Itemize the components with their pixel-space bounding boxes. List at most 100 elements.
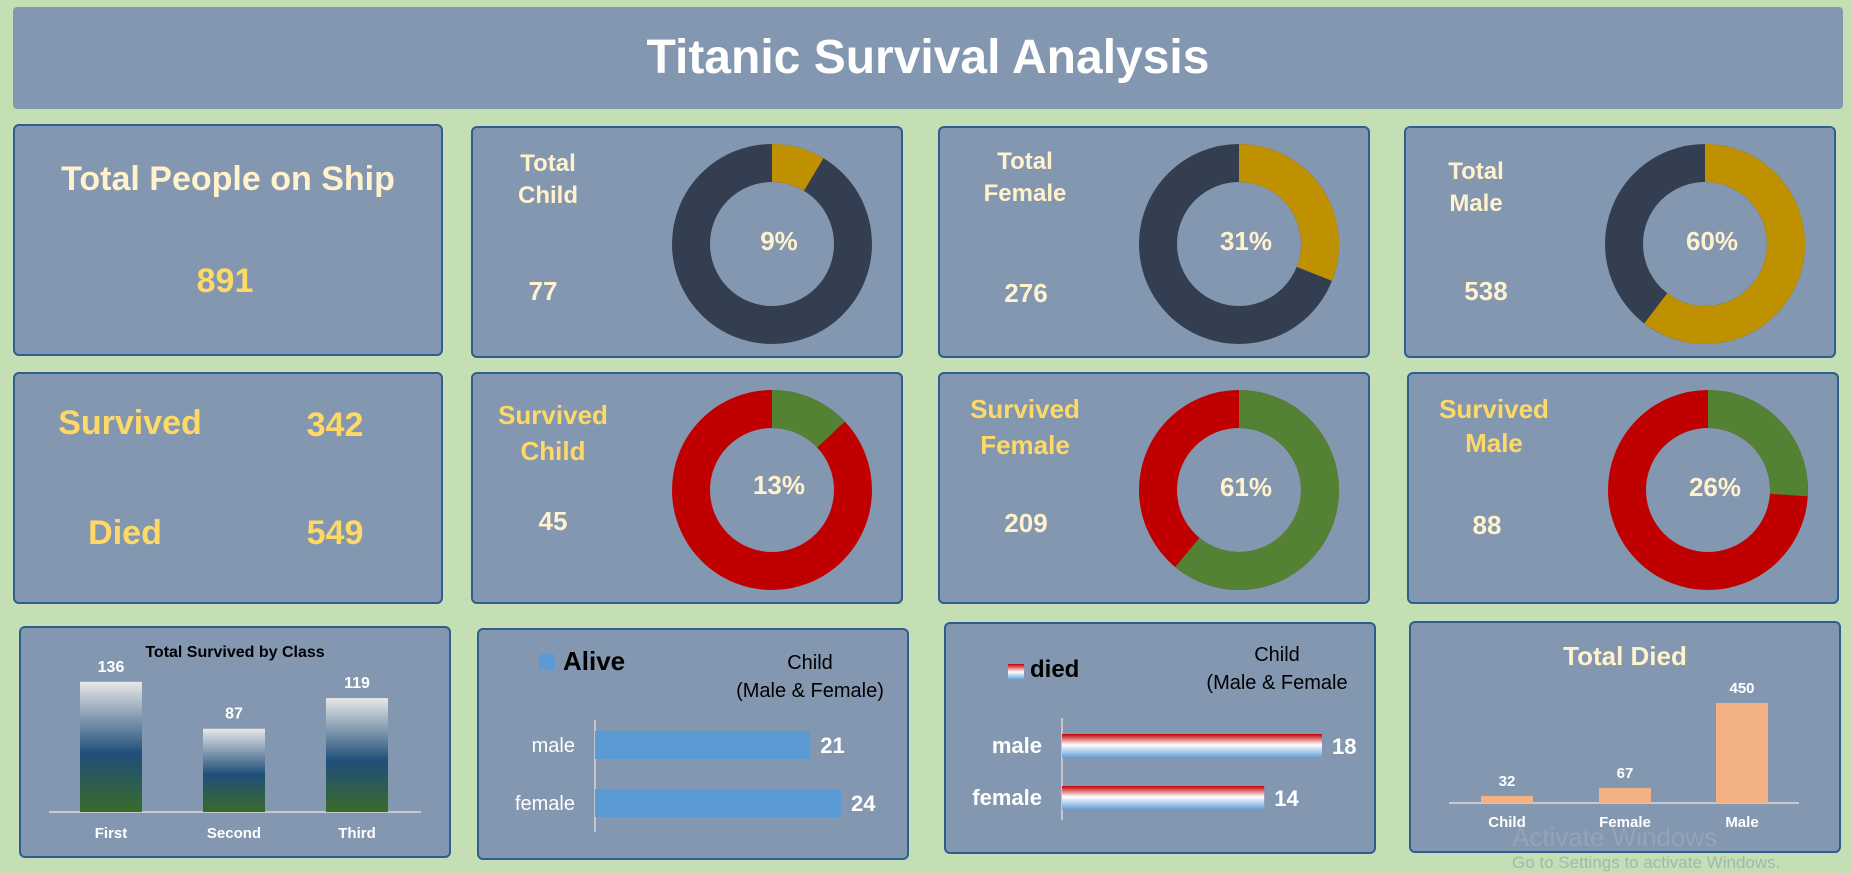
bar-value-label: 32 — [1499, 773, 1516, 790]
bar-value-label: 14 — [1274, 786, 1299, 811]
bar-child — [1481, 795, 1533, 803]
card-label-line2: Female — [980, 430, 1070, 460]
died-value: 549 — [306, 514, 364, 552]
survival-summary-card: Survived 342 Died 549 — [13, 372, 443, 604]
legend-label-alive: Alive — [563, 646, 626, 676]
watermark-line2: Go to Settings to activate Windows. — [1512, 853, 1781, 872]
donut-percent: 26% — [1688, 472, 1742, 502]
donut-card-total-male: Total Male 538 60% — [1404, 126, 1836, 358]
donut-slice-value — [1707, 390, 1808, 497]
card-label-line1: Total — [1448, 158, 1504, 185]
chart-title-line2: (Male & Female) — [736, 680, 884, 702]
chart-title-line2: (Male & Female — [1206, 672, 1348, 694]
donut-slice-value — [771, 144, 824, 192]
category-label: Female — [1599, 814, 1651, 831]
donut-card-total-child: Total Child 77 9% — [471, 126, 903, 358]
donut-percent: 61% — [1219, 472, 1273, 502]
donut-card-survived-male: Survived Male 88 26% — [1407, 372, 1839, 604]
bar-value-label: 119 — [344, 675, 370, 692]
bar-value-label: 24 — [851, 791, 876, 816]
chart-plot-child-died: male 18 female 14 — [972, 718, 1356, 820]
category-label: female — [515, 793, 575, 815]
donut-survived-male — [1608, 390, 1808, 590]
bar-male — [595, 731, 811, 759]
card-count: 276 — [1004, 278, 1048, 308]
donut-survived-child — [672, 390, 872, 590]
bar-value-label: 67 — [1617, 765, 1634, 782]
donut-percent: 31% — [1219, 226, 1273, 256]
chart-plot-child-alive: male 21 female 24 — [515, 720, 876, 832]
category-label: Third — [338, 825, 376, 842]
donut-percent: 60% — [1685, 226, 1739, 256]
card-label-line1: Survived — [970, 394, 1080, 424]
card-label-line2: Male — [1465, 428, 1523, 458]
header-banner: Titanic Survival Analysis — [13, 7, 1843, 109]
donut-total-male — [1605, 144, 1805, 344]
card-count: 77 — [528, 276, 558, 306]
card-count: 88 — [1472, 510, 1502, 540]
chart-title: Total Survived by Class — [145, 644, 325, 661]
chart-title: Total Died — [1563, 641, 1687, 671]
bar-value-label: 136 — [98, 659, 125, 676]
donut-total-female — [1139, 144, 1339, 344]
category-label: Second — [207, 825, 261, 842]
donut-card-survived-female: Survived Female 209 61% — [938, 372, 1370, 604]
category-label: First — [95, 825, 128, 842]
bar-value-label: 87 — [225, 706, 243, 723]
bar-first — [80, 681, 142, 812]
donut-slice-value — [771, 390, 845, 449]
bar-female — [595, 789, 841, 817]
watermark-line1: Activate Windows — [1512, 822, 1718, 852]
donut-percent: 13% — [752, 470, 806, 500]
chart-title-line1: Child — [787, 652, 833, 674]
chart-child-died: died Child (Male & Female male 18 female 14 — [944, 622, 1376, 854]
legend-label-died: died — [1030, 656, 1080, 683]
survived-label: Survived — [58, 404, 202, 442]
bar-female — [1599, 788, 1651, 803]
bar-female — [1062, 786, 1265, 810]
card-label-line2: Child — [520, 436, 586, 466]
chart-title-line1: Child — [1254, 644, 1300, 666]
donut-total-child — [672, 144, 872, 344]
died-label: Died — [88, 514, 162, 552]
legend-swatch-alive — [539, 654, 555, 670]
card-label-line2: Child — [518, 182, 578, 209]
donut-card-total-female: Total Female 276 31% — [938, 126, 1370, 358]
donut-slice-value — [1175, 390, 1339, 590]
card-label-line1: Survived — [1439, 394, 1549, 424]
card-label-line1: Total — [997, 148, 1053, 175]
chart-child-alive: Alive Child (Male & Female) male 21 female… — [477, 628, 909, 860]
category-label: male — [992, 733, 1042, 758]
donut-percent: 9% — [760, 226, 798, 256]
bar-value-label: 450 — [1729, 680, 1754, 697]
chart-plot-total-died: 32 Child 67 Female 450 Male — [1449, 680, 1799, 831]
card-label-line2: Male — [1449, 190, 1503, 217]
bar-second — [203, 728, 265, 812]
survived-value: 342 — [306, 406, 364, 444]
donut-slice-value — [1238, 144, 1339, 281]
card-label-line2: Female — [983, 180, 1067, 207]
category-label: female — [972, 785, 1042, 810]
bar-third — [326, 698, 388, 812]
bar-value-label: 18 — [1332, 734, 1356, 759]
bar-value-label: 21 — [820, 733, 844, 758]
card-count: 209 — [1004, 508, 1048, 538]
category-label: Child — [1488, 814, 1526, 831]
donut-slice-value — [1644, 144, 1805, 344]
total-people-label: Total People on Ship — [61, 160, 395, 198]
card-count: 45 — [538, 506, 568, 536]
donut-card-survived-child: Survived Child 45 13% — [471, 372, 903, 604]
card-label-line1: Survived — [498, 400, 608, 430]
category-label: Male — [1725, 814, 1758, 831]
page-title: Titanic Survival Analysis — [646, 31, 1210, 84]
bar-male — [1716, 703, 1768, 803]
card-count: 538 — [1464, 276, 1508, 306]
card-label-line1: Total — [520, 150, 576, 177]
chart-plot-survived-by-class: 136 First 87 Second 119 Third — [49, 659, 421, 842]
chart-survived-by-class: Total Survived by Class 136 First 87 Second… — [19, 626, 451, 858]
total-people-value: 891 — [196, 262, 254, 300]
chart-total-died: Total Died 32 Child 67 Female 450 Male — [1409, 621, 1841, 853]
legend-swatch-died — [1008, 664, 1024, 680]
total-people-card: Total People on Ship 891 — [13, 124, 443, 356]
donut-survived-female — [1139, 390, 1339, 590]
